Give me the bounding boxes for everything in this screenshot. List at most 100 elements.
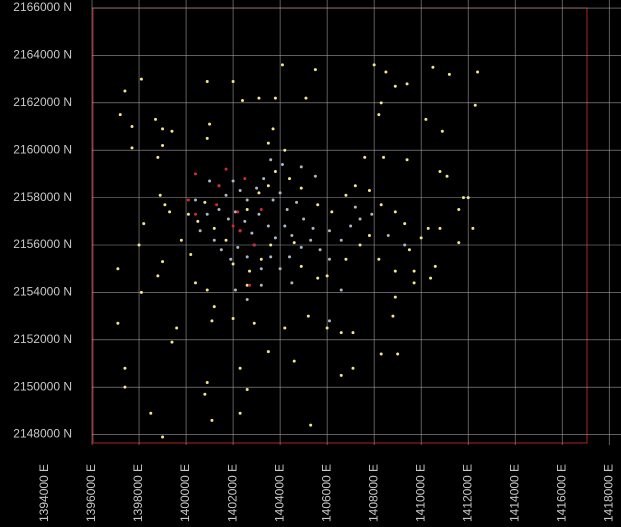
point	[299, 165, 303, 169]
point	[205, 212, 209, 216]
y-tick-label: 2154000 N	[13, 285, 72, 299]
point	[193, 281, 197, 285]
point	[351, 331, 355, 335]
point	[405, 82, 409, 86]
point	[161, 127, 165, 131]
point	[210, 319, 214, 323]
point	[299, 186, 303, 190]
point	[224, 238, 228, 242]
point	[457, 207, 461, 211]
point	[288, 255, 292, 259]
point	[153, 117, 157, 121]
point	[316, 203, 320, 207]
point	[219, 248, 223, 252]
point	[295, 200, 299, 204]
point	[325, 326, 329, 330]
y-tick-label: 2150000 N	[13, 379, 72, 393]
point	[339, 331, 343, 335]
y-tick-label: 2164000 N	[13, 48, 72, 62]
y-tick-label: 2158000 N	[13, 190, 72, 204]
point	[205, 288, 209, 292]
point	[309, 238, 313, 242]
point	[229, 257, 233, 261]
point	[311, 226, 315, 230]
point	[407, 248, 411, 252]
x-tick-label: 1402000 E	[225, 464, 239, 522]
point	[193, 212, 197, 216]
y-tick-label: 2162000 N	[13, 95, 72, 109]
point	[273, 96, 277, 100]
point	[363, 155, 367, 159]
point	[208, 122, 212, 126]
point	[379, 352, 383, 356]
point	[168, 210, 172, 214]
point	[393, 84, 397, 88]
point	[283, 148, 287, 152]
point	[278, 191, 282, 195]
point	[137, 243, 141, 247]
point	[158, 193, 162, 197]
point	[433, 264, 437, 268]
point	[306, 314, 310, 318]
point	[447, 72, 451, 76]
x-tick-label: 1416000 E	[554, 464, 568, 522]
point	[238, 229, 242, 233]
point	[358, 217, 362, 221]
point	[139, 77, 143, 81]
x-tick-label: 1412000 E	[460, 464, 474, 522]
point	[179, 238, 183, 242]
point	[353, 205, 357, 209]
point	[236, 210, 240, 214]
point	[358, 243, 362, 247]
point	[238, 366, 242, 370]
point	[278, 267, 282, 271]
point	[349, 224, 353, 228]
x-tick-label: 1414000 E	[507, 464, 521, 522]
point	[473, 103, 477, 107]
x-tick-label: 1408000 E	[366, 464, 380, 522]
point	[304, 96, 308, 100]
x-tick-label: 1406000 E	[319, 464, 333, 522]
point	[139, 290, 143, 294]
point	[224, 193, 228, 197]
point	[231, 80, 235, 84]
point	[280, 63, 284, 67]
point	[175, 326, 179, 330]
point	[161, 260, 165, 264]
point	[142, 222, 146, 226]
point	[205, 380, 209, 384]
point	[212, 226, 216, 230]
point	[339, 288, 343, 292]
point	[466, 196, 470, 200]
point	[203, 392, 207, 396]
point	[266, 184, 270, 188]
point	[280, 162, 284, 166]
point	[156, 155, 160, 159]
point	[233, 210, 237, 214]
x-tick-label: 1396000 E	[84, 464, 98, 522]
x-tick-label: 1410000 E	[413, 464, 427, 522]
point	[245, 283, 249, 287]
point	[429, 276, 433, 280]
point	[231, 224, 235, 228]
point	[198, 229, 202, 233]
point	[245, 198, 249, 202]
y-tick-label: 2166000 N	[13, 0, 72, 14]
point	[257, 212, 261, 216]
point	[130, 146, 134, 150]
point	[351, 366, 355, 370]
point	[309, 423, 313, 427]
point	[339, 238, 343, 242]
point	[344, 257, 348, 261]
point	[393, 269, 397, 273]
point	[245, 298, 249, 302]
point	[288, 177, 292, 181]
point	[163, 203, 167, 207]
point	[118, 113, 122, 117]
point	[248, 269, 252, 273]
x-tick-label: 1400000 E	[178, 464, 192, 522]
point	[266, 350, 270, 354]
point	[283, 326, 287, 330]
point	[208, 179, 212, 183]
point	[233, 288, 237, 292]
